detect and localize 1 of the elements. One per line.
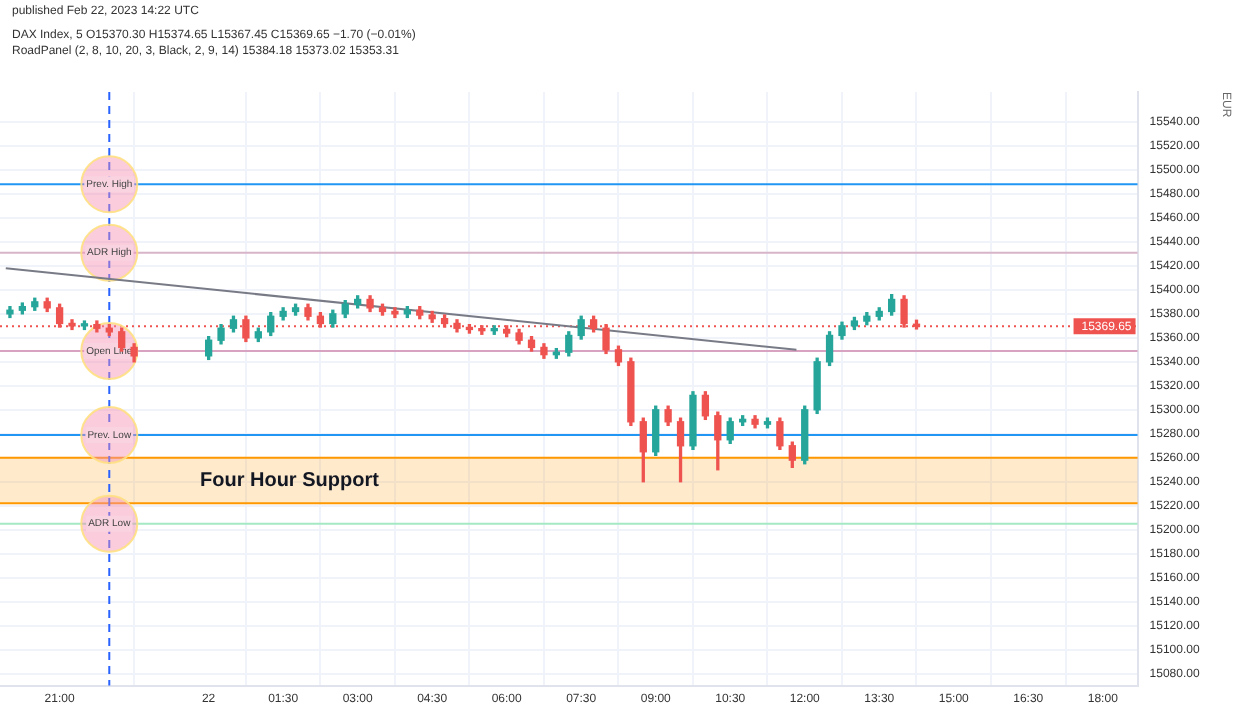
band-label: Four Hour Support	[200, 470, 381, 493]
